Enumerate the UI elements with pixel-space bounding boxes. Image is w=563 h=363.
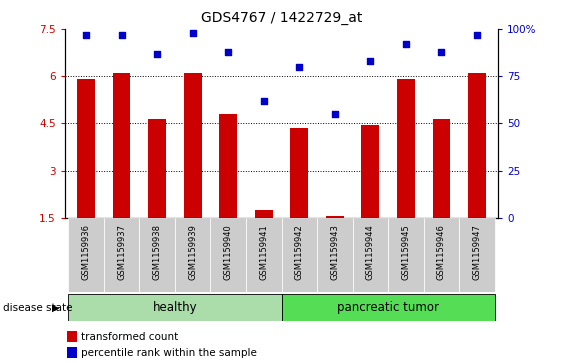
Bar	[68, 218, 104, 292]
Bar	[432, 119, 450, 218]
Bar	[68, 294, 282, 321]
Point	[153, 51, 162, 57]
Bar	[388, 218, 423, 292]
Text: pancreatic tumor: pancreatic tumor	[337, 301, 439, 314]
Point	[330, 111, 339, 117]
Bar	[326, 216, 343, 218]
Bar	[175, 218, 211, 292]
Bar	[77, 79, 95, 218]
Bar	[220, 114, 237, 218]
Bar	[255, 210, 272, 218]
Point	[295, 64, 304, 70]
Text: GSM1159945: GSM1159945	[401, 224, 410, 280]
Text: GSM1159937: GSM1159937	[117, 224, 126, 280]
Text: disease state: disease state	[3, 303, 72, 313]
Bar	[184, 73, 202, 218]
Bar	[352, 218, 388, 292]
Text: transformed count: transformed count	[82, 332, 178, 342]
Text: ▶: ▶	[52, 303, 59, 313]
Point	[82, 32, 91, 38]
Bar	[104, 218, 140, 292]
Text: GSM1159943: GSM1159943	[330, 224, 339, 280]
Text: GSM1159940: GSM1159940	[224, 224, 233, 280]
Text: GSM1159944: GSM1159944	[366, 224, 375, 280]
Bar	[67, 331, 77, 342]
Bar	[361, 125, 379, 218]
Text: GSM1159946: GSM1159946	[437, 224, 446, 280]
Text: GSM1159939: GSM1159939	[188, 224, 197, 280]
Text: GSM1159947: GSM1159947	[472, 224, 481, 280]
Bar	[211, 218, 246, 292]
Bar	[459, 218, 495, 292]
Point	[401, 41, 410, 47]
Text: healthy: healthy	[153, 301, 197, 314]
Point	[224, 49, 233, 54]
Point	[117, 32, 126, 38]
Text: GSM1159942: GSM1159942	[295, 224, 304, 280]
Bar	[291, 128, 308, 218]
Text: percentile rank within the sample: percentile rank within the sample	[82, 348, 257, 358]
Bar	[148, 119, 166, 218]
Bar	[67, 347, 77, 358]
Bar	[282, 294, 495, 321]
Text: GSM1159941: GSM1159941	[259, 224, 268, 280]
Bar	[317, 218, 352, 292]
Bar	[468, 73, 486, 218]
Text: GSM1159938: GSM1159938	[153, 224, 162, 280]
Point	[188, 30, 197, 36]
Text: GSM1159936: GSM1159936	[82, 224, 91, 280]
Bar	[282, 218, 317, 292]
Point	[366, 58, 375, 64]
Bar	[113, 73, 131, 218]
Bar	[246, 218, 282, 292]
Bar	[423, 218, 459, 292]
Bar	[140, 218, 175, 292]
Point	[259, 98, 268, 104]
Point	[472, 32, 481, 38]
Title: GDS4767 / 1422729_at: GDS4767 / 1422729_at	[201, 11, 362, 25]
Bar	[397, 79, 415, 218]
Point	[437, 49, 446, 54]
